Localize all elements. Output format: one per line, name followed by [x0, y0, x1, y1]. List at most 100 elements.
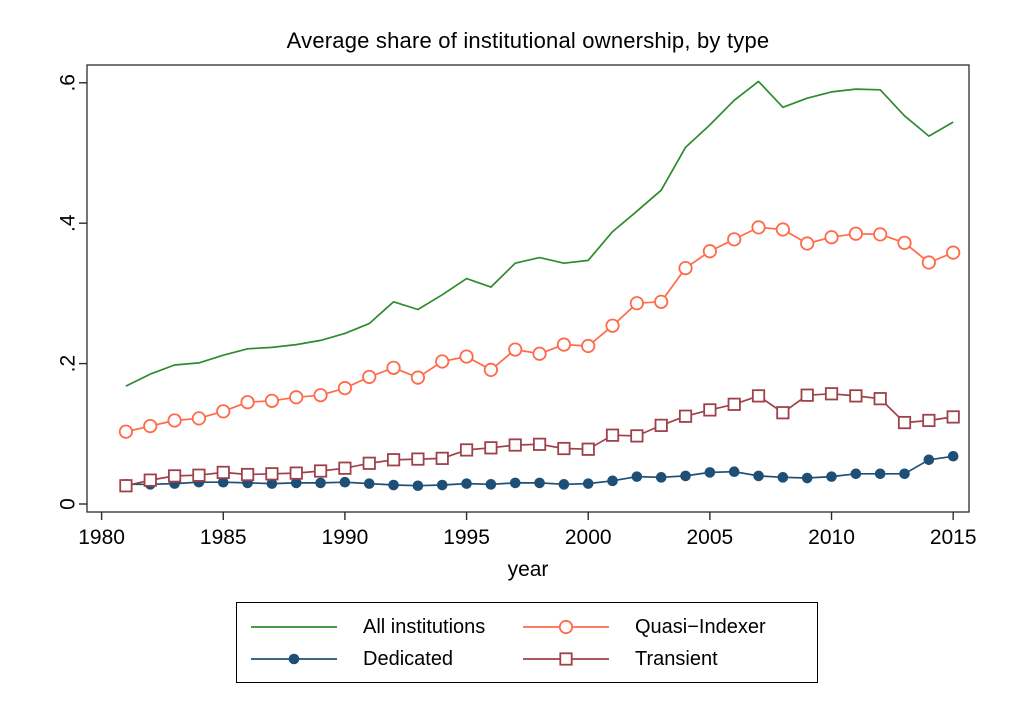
x-axis-tick-label: 1995	[443, 526, 490, 549]
x-axis-tick-label: 2015	[930, 526, 977, 549]
marker-circle-open-icon	[410, 370, 426, 385]
legend-line-icon	[251, 653, 337, 664]
marker-circle-filled-icon	[290, 477, 302, 489]
marker-square-open-icon	[678, 409, 693, 423]
marker-circle-open-icon	[118, 424, 134, 439]
marker-circle-filled-icon	[412, 480, 424, 492]
marker-circle-filled-icon	[266, 478, 278, 489]
marker-square-open-icon	[240, 467, 255, 482]
marker-square-open-icon	[386, 453, 401, 467]
marker-circle-open-icon	[483, 362, 498, 378]
marker-square-open-icon	[873, 392, 887, 406]
marker-square-open-icon	[946, 410, 960, 424]
marker-circle-open-icon	[167, 413, 182, 428]
marker-circle-open-icon	[289, 390, 304, 405]
marker-circle-filled-icon	[850, 468, 862, 480]
plot-border	[86, 64, 970, 513]
marker-circle-open-icon	[240, 395, 255, 410]
marker-circle-open-icon	[264, 393, 280, 408]
x-axis-title: year	[507, 558, 549, 581]
marker-circle-open-icon	[848, 226, 863, 241]
marker-circle-filled-icon	[607, 475, 618, 487]
marker-circle-filled-icon	[388, 479, 399, 491]
series-line-all-institutions	[125, 80, 954, 387]
marker-square-open-icon	[484, 441, 498, 455]
marker-square-open-icon	[557, 441, 571, 456]
marker-square-open-icon	[411, 452, 425, 466]
marker-square-open-icon	[800, 388, 814, 402]
legend-sample-all-institutions	[249, 611, 349, 643]
marker-circle-open-icon	[800, 236, 815, 251]
marker-circle-filled-icon	[655, 472, 667, 483]
series-markers-transient	[119, 387, 960, 493]
marker-circle-open-icon	[921, 255, 936, 270]
legend-sample-transient	[521, 643, 621, 675]
legend-label-quasi-indexer: Quasi−Indexer	[635, 615, 766, 638]
marker-square-open-icon	[897, 415, 912, 430]
y-axis-tick-label: .6	[57, 74, 80, 92]
marker-square-open-icon	[703, 403, 717, 417]
marker-circle-filled-icon	[509, 477, 521, 489]
marker-square-open-icon	[313, 464, 328, 478]
marker-square-open-icon	[167, 469, 182, 483]
marker-square-open-icon	[581, 442, 595, 456]
series-markers-quasi-indexer	[118, 220, 961, 439]
marker-circle-open-icon	[581, 338, 596, 354]
legend-label-dedicated: Dedicated	[363, 647, 454, 670]
marker-square-open-icon	[630, 429, 644, 443]
marker-circle-filled-icon	[461, 478, 472, 489]
marker-circle-filled-icon	[339, 476, 351, 488]
marker-square-open-icon	[727, 397, 741, 411]
marker-circle-open-icon	[386, 360, 401, 375]
legend-label-all-institutions: All institutions	[363, 615, 486, 638]
marker-circle-open-icon	[216, 404, 231, 419]
marker-square-open-icon	[776, 406, 790, 420]
marker-square-open-icon	[143, 473, 157, 487]
marker-circle-filled-icon	[704, 467, 716, 478]
marker-circle-open-icon	[946, 245, 961, 260]
marker-square-open-icon	[824, 387, 839, 401]
legend-line-icon	[523, 619, 609, 634]
legend-sample-dedicated	[249, 643, 349, 675]
marker-circle-filled-icon	[899, 468, 910, 480]
marker-square-open-icon	[216, 465, 230, 480]
x-axis-tick-label: 1985	[200, 526, 247, 549]
marker-square-open-icon	[559, 651, 573, 666]
marker-square-open-icon	[532, 437, 547, 451]
legend-sample-quasi-indexer	[521, 611, 621, 643]
legend-label-transient: Transient	[635, 647, 718, 670]
marker-circle-open-icon	[459, 349, 474, 364]
marker-circle-open-icon	[751, 220, 766, 235]
chart-title: Average share of institutional ownership…	[286, 28, 770, 53]
marker-square-open-icon	[289, 466, 303, 480]
marker-circle-open-icon	[775, 222, 790, 237]
marker-circle-open-icon	[337, 381, 353, 396]
y-axis-tick-label: .2	[57, 355, 80, 373]
marker-circle-open-icon	[435, 354, 450, 369]
marker-circle-open-icon	[897, 235, 912, 250]
marker-circle-filled-icon	[631, 471, 643, 482]
marker-circle-open-icon	[556, 337, 571, 352]
marker-circle-filled-icon	[582, 478, 594, 489]
marker-circle-filled-icon	[826, 471, 837, 482]
x-axis-tick-label: 2010	[808, 526, 855, 549]
marker-square-open-icon	[922, 413, 936, 428]
marker-square-open-icon	[362, 456, 376, 470]
marker-circle-filled-icon	[801, 472, 813, 484]
marker-square-open-icon	[751, 389, 766, 403]
marker-circle-open-icon	[702, 244, 717, 259]
marker-square-open-icon	[435, 451, 449, 465]
legend: All institutions Quasi−Indexer Dedicated Tr…	[236, 602, 818, 683]
marker-circle-filled-icon	[217, 476, 229, 488]
marker-circle-filled-icon	[874, 468, 886, 480]
marker-circle-filled-icon	[436, 479, 448, 491]
marker-circle-open-icon	[558, 619, 574, 634]
chart-plot-area: 0 .2 .4 .6 1980 1985 1990 1995 2000 2005 2010 2015	[57, 64, 977, 549]
marker-circle-open-icon	[727, 232, 742, 247]
marker-circle-open-icon	[678, 261, 693, 276]
marker-circle-open-icon	[605, 318, 620, 333]
marker-circle-open-icon	[824, 230, 839, 245]
marker-square-open-icon	[192, 468, 206, 482]
marker-circle-filled-icon	[315, 477, 326, 489]
